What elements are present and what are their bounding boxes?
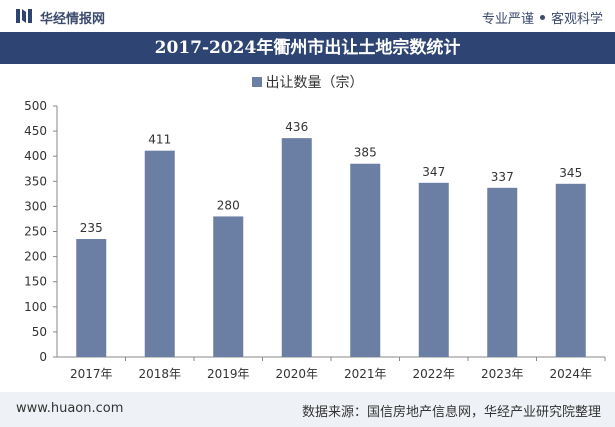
chart-title: 2017-2024年衢州市出让土地宗数统计	[154, 38, 461, 58]
x-tick-label: 2024年	[549, 367, 592, 381]
y-tick-label: 50	[32, 325, 47, 339]
footer-source: 数据来源：国信房地产信息网，华经产业研究院整理	[301, 405, 601, 420]
y-tick-label: 350	[24, 174, 47, 188]
slogan-right: 客观科学	[550, 12, 603, 27]
y-tick-label: 150	[24, 275, 47, 289]
data-label: 347	[422, 165, 445, 179]
title-bar: 2017-2024年衢州市出让土地宗数统计	[0, 32, 615, 64]
y-tick-label: 400	[24, 149, 47, 163]
x-tick-label: 2022年	[412, 367, 455, 381]
data-label: 385	[354, 146, 377, 160]
data-label: 280	[217, 198, 240, 212]
x-tick-label: 2019年	[207, 367, 250, 381]
bar	[213, 216, 244, 357]
x-tick-label: 2020年	[275, 367, 318, 381]
bar-chart: 0 50 100 150 200 250 300 350 400 450 500 235 2017年 41…	[24, 99, 606, 381]
x-tick-label: 2023年	[481, 367, 524, 381]
top-header: 华经情报网 专业严谨 客观科学	[0, 0, 615, 32]
footer-website: www.huaon.com	[16, 401, 124, 416]
x-tick-label: 2018年	[138, 367, 181, 381]
slogan-left: 专业严谨	[481, 12, 534, 27]
x-tick-label: 2017年	[70, 367, 113, 381]
y-tick-label: 100	[24, 300, 47, 314]
y-tick-label: 250	[24, 225, 47, 239]
legend-label: 出让数量（宗）	[265, 75, 364, 91]
data-label: 345	[559, 166, 582, 180]
bar	[144, 150, 175, 357]
bar	[76, 239, 107, 357]
y-tick-label: 500	[24, 99, 47, 113]
logo-icon	[16, 9, 32, 23]
data-label: 436	[285, 120, 308, 134]
footer: www.huaon.com 数据来源：国信房地产信息网，华经产业研究院整理	[0, 392, 615, 427]
data-label: 411	[148, 133, 171, 147]
chart-legend: 出让数量（宗）	[0, 72, 615, 92]
bar	[350, 163, 381, 357]
y-tick-label: 300	[24, 199, 47, 213]
slogan-dot-icon	[539, 15, 545, 20]
bar	[555, 183, 586, 357]
slogan: 专业严谨 客观科学	[482, 8, 603, 27]
brand-name: 华经情报网	[40, 12, 106, 27]
bar	[418, 182, 449, 357]
y-tick-label: 0	[39, 350, 47, 364]
y-tick-label: 200	[24, 250, 47, 264]
data-label: 337	[491, 170, 514, 184]
y-tick-label: 450	[24, 124, 47, 138]
bar	[281, 138, 312, 357]
legend-swatch	[251, 77, 262, 87]
bar	[487, 187, 518, 357]
x-tick-label: 2021年	[344, 367, 387, 381]
data-label: 235	[80, 221, 103, 235]
